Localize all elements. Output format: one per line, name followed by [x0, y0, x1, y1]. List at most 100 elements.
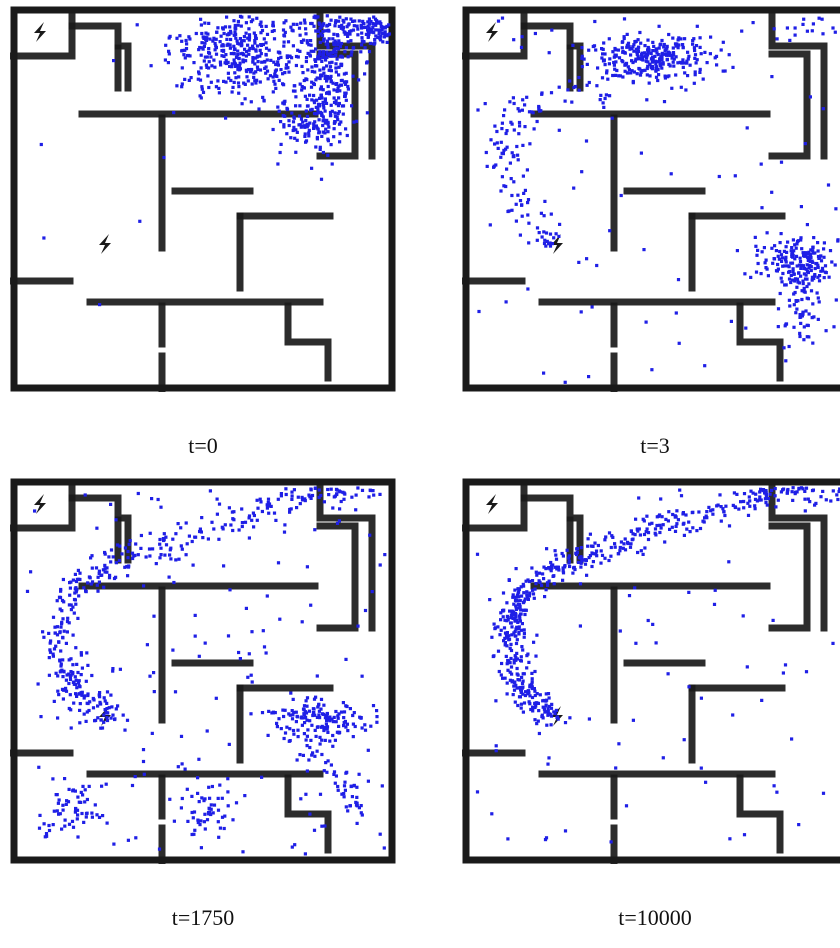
particle	[653, 54, 657, 58]
particle	[770, 75, 774, 79]
particle	[721, 40, 725, 44]
maze-wall	[284, 774, 332, 854]
particle	[503, 631, 508, 635]
particle	[325, 118, 329, 122]
particle	[609, 545, 613, 550]
particle	[331, 54, 336, 58]
particle	[241, 58, 245, 62]
particle	[563, 721, 568, 725]
particle	[322, 703, 326, 707]
particle	[376, 20, 380, 24]
particle	[521, 685, 525, 689]
particle	[306, 728, 310, 732]
particle	[246, 36, 250, 40]
particle	[337, 122, 342, 126]
particle	[350, 795, 354, 799]
particle	[753, 235, 757, 239]
particle	[141, 759, 146, 764]
particle	[334, 102, 338, 106]
particle	[43, 835, 47, 839]
particle	[540, 583, 544, 587]
particle	[281, 28, 286, 32]
particle	[793, 33, 797, 37]
particle	[616, 48, 620, 52]
particle	[682, 521, 686, 525]
particle	[533, 693, 537, 698]
particle	[740, 29, 744, 33]
particle	[509, 642, 513, 646]
particle	[331, 50, 335, 55]
particle	[350, 104, 354, 108]
particle	[644, 530, 648, 534]
particle	[799, 274, 803, 278]
particle	[315, 76, 319, 80]
particle	[80, 666, 84, 670]
particle	[774, 505, 778, 509]
particle	[342, 30, 346, 34]
particle	[775, 790, 779, 794]
particle	[527, 700, 531, 704]
particle	[299, 40, 303, 44]
particle	[727, 524, 732, 528]
particle	[58, 595, 63, 600]
particle	[308, 93, 312, 97]
particle	[618, 545, 622, 550]
particle	[790, 252, 794, 256]
particle	[98, 695, 102, 699]
particle	[332, 100, 337, 104]
particle	[313, 58, 317, 62]
particle	[192, 832, 196, 836]
particle	[241, 60, 245, 64]
particle	[354, 508, 358, 512]
particle	[356, 27, 360, 31]
particle	[567, 561, 571, 565]
particle	[771, 261, 775, 265]
particle	[692, 81, 696, 85]
particle	[48, 648, 52, 652]
particle	[364, 25, 368, 29]
particle	[218, 40, 222, 44]
particle	[834, 298, 838, 302]
particle	[511, 616, 515, 620]
particle	[535, 722, 539, 726]
particle	[793, 243, 797, 247]
particle	[307, 43, 311, 47]
particle	[560, 551, 564, 556]
particle	[269, 504, 273, 508]
particle	[530, 695, 535, 700]
particle	[69, 657, 73, 661]
particle	[572, 186, 576, 190]
particle	[660, 38, 664, 43]
particle	[666, 519, 670, 523]
particle	[761, 489, 765, 493]
particle	[806, 497, 810, 501]
particle	[275, 721, 279, 725]
particle	[511, 96, 515, 100]
particle	[190, 794, 194, 798]
particle	[675, 522, 679, 526]
particle	[521, 710, 525, 714]
particle	[198, 527, 202, 531]
particle	[77, 679, 81, 683]
particle	[656, 68, 660, 72]
particle	[175, 84, 179, 88]
particle	[513, 595, 517, 599]
particle	[333, 24, 337, 28]
particle	[182, 53, 186, 57]
particle	[755, 499, 759, 503]
particle	[214, 37, 218, 41]
particle	[355, 795, 359, 799]
particle	[47, 656, 51, 660]
particle	[766, 274, 770, 278]
particle	[254, 36, 258, 41]
particle	[591, 560, 595, 564]
particle	[341, 701, 345, 705]
particle	[496, 146, 500, 150]
particle	[334, 709, 338, 714]
particle	[344, 725, 348, 729]
particle	[507, 638, 511, 642]
particle	[381, 26, 385, 30]
particle	[148, 674, 152, 678]
particle	[567, 554, 571, 558]
particle	[172, 580, 176, 585]
